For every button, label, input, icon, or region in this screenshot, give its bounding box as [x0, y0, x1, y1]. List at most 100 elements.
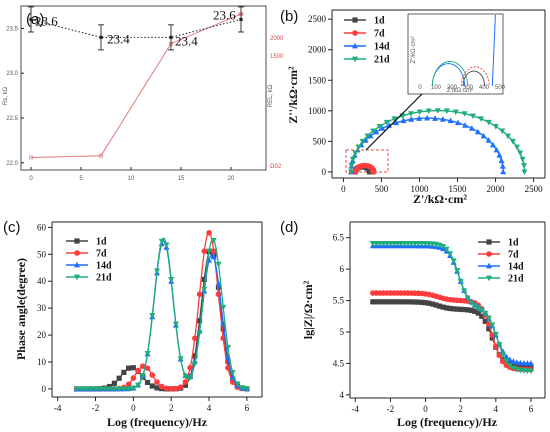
panel-c-21d-marker-triangle-down: [116, 386, 123, 393]
panel-c: (c) Log (frequency)/Hz Phase angle(degre…: [3, 219, 263, 429]
panel-b-21d-marker-triangle-down: [520, 163, 527, 169]
panel-c-1d-marker-square: [116, 375, 122, 381]
panel-c-21d-marker-triangle-down: [172, 321, 179, 328]
panel-b-x-ticks: 0 500 1000 1500 2000 2500: [341, 178, 543, 194]
panel-b-21d-marker-triangle-down: [416, 109, 423, 116]
panel-d-legend-marker-circle: [486, 251, 492, 257]
panel-c-1d-marker-square: [225, 358, 231, 364]
panel-c-1d-marker-square: [130, 365, 136, 371]
panel-d-1d-marker-square: [426, 300, 432, 306]
panel-d-x-tick-label: -4: [352, 404, 360, 414]
panel-b-inset-curve-1d: [462, 70, 486, 86]
panel-b-21d-marker-triangle-down: [434, 108, 441, 114]
panel-a-y-tick-label: 23.5: [6, 26, 18, 32]
panel-d-1d-marker-square: [444, 305, 450, 311]
panel-c-21d-marker-triangle-down: [163, 242, 170, 248]
panel-c-1d-marker-square: [220, 326, 226, 332]
panel-b-21d-marker-triangle-down: [364, 133, 371, 140]
panel-d-legend-marker-square: [486, 239, 492, 245]
panel-c-21d-marker-triangle-down: [120, 386, 127, 393]
panel-c-21d-marker-triangle-down: [196, 330, 203, 336]
panel-b-14d-marker-triangle: [500, 168, 507, 175]
panel-d-y-tick-label: 4.5: [333, 358, 345, 368]
panel-c-21d-marker-triangle-down: [220, 304, 227, 311]
panel-d-7d-marker-circle: [493, 343, 499, 350]
panel-b-tag: (b): [280, 8, 298, 25]
panel-b-14d-marker-triangle: [367, 132, 374, 139]
panel-d-legend-marker-triangle-down: [486, 275, 492, 282]
panel-d-y-ticks: 4 4.5 5 5.5 6 6.5: [333, 233, 350, 400]
panel-c-tag: (c): [3, 219, 21, 236]
panel-b-14d-marker-triangle: [474, 128, 481, 135]
panel-d-21d-marker-triangle-down: [471, 303, 478, 310]
panel-d-x-tick-label: -2: [387, 404, 395, 414]
panel-c-7d-marker-circle: [187, 364, 193, 371]
panel-c-x-tick-label: 4: [207, 403, 212, 413]
panel-d-x-tick-label: 6: [529, 404, 534, 414]
panel-d-y-tick-label: 5.5: [333, 296, 345, 306]
panel-c-y-tick-label: 0: [42, 384, 47, 394]
panel-b-inset: Z''/kΩ·cm² Z'/kΩ·cm² 0 100 200 300 400 500: [407, 13, 506, 95]
panel-b-x-tick-label: 0: [341, 184, 346, 194]
panel-a-x-tick-label: 5: [79, 176, 83, 182]
panel-c-1d-marker-square: [192, 353, 198, 359]
panel-b-21d-marker-triangle-down: [521, 169, 528, 176]
panel-c-14d-marker-triangle: [215, 280, 222, 286]
panel-d-21d-marker-triangle-down: [468, 300, 475, 307]
panel-a-black-line: [30, 18, 242, 38]
panel-c-1d-marker-square: [182, 382, 188, 388]
panel-d-21d-marker-triangle-down: [527, 368, 534, 375]
panel-c-21d-marker-triangle-down: [87, 386, 94, 393]
panel-d-14d-marker-triangle: [527, 360, 534, 366]
panel-b-21d-marker-triangle-down: [470, 113, 477, 120]
panel-b-14d-marker-triangle: [379, 125, 386, 131]
panel-d-21d-marker-triangle-down: [489, 322, 496, 329]
panel-d-y-tick-label: 6.5: [333, 233, 345, 243]
panel-d-21d-marker-triangle-down: [447, 251, 454, 257]
panel-c-21d-marker-triangle-down: [92, 386, 99, 393]
panel-c-7d-marker-circle: [201, 248, 208, 254]
panel-c-7d-marker-circle: [158, 383, 165, 390]
panel-c-legend-marker-circle: [74, 250, 80, 256]
panel-b-21d-marker-triangle-down: [492, 123, 499, 130]
panel-d-1d-marker-square: [401, 299, 408, 305]
panel-b-21d-marker-triangle-down: [478, 116, 485, 123]
panel-c-21d-marker-triangle-down: [111, 386, 118, 393]
panel-d-1d-marker-square: [521, 363, 527, 370]
panel-d-x-ticks: -4 -2 0 2 4 6: [352, 398, 534, 414]
panel-d-x-tick-label: 4: [494, 404, 499, 414]
panel-d-21d-marker-triangle-down: [492, 331, 499, 338]
panel-a-annotations: 23.6 23.4 23.4 23.6: [35, 7, 236, 48]
panel-c-14d-marker-triangle: [210, 253, 217, 260]
panel-b-y-ticks: 0 500 1000 1500 2000 2500: [308, 14, 332, 177]
panel-c-y-ticks: 0 10 20 30 40 50 60: [37, 222, 52, 394]
panel-c-legend-label: 21d: [96, 273, 112, 284]
panel-c-x-tick-label: 6: [245, 403, 250, 413]
panel-d-1d-marker-square: [412, 299, 418, 305]
panel-c-21d-marker-triangle-down: [139, 373, 146, 379]
panel-d-21d-marker-triangle-down: [482, 310, 489, 317]
panel-c-ylabel: Phase angle(degree): [14, 258, 28, 360]
panel-b-inset-tail: [491, 14, 496, 87]
panel-c-series: [73, 229, 250, 393]
panel-d-1d-marker-square: [380, 299, 386, 305]
panel-d-1d-marker-square: [489, 335, 495, 341]
panel-c-1d-marker-square: [149, 383, 155, 389]
panel-b-21d-marker-triangle-down: [452, 109, 459, 116]
panel-c-x-tick-label: -4: [54, 403, 62, 413]
panel-d-1d-marker-square: [454, 306, 460, 312]
panel-c-y-tick-label: 50: [37, 249, 47, 259]
panel-c-7d-marker-circle: [173, 385, 179, 392]
panel-c-21d-marker-triangle-down: [154, 268, 160, 275]
panel-c-legend-marker-triangle-down: [74, 274, 80, 281]
panel-b-inset-curve-21d: [431, 61, 469, 87]
panel-c-21d-marker-triangle-down: [144, 350, 151, 357]
panel-b-14d-marker-triangle: [462, 122, 469, 128]
panel-a-right-ticks: 2000 1500 Ω02: [270, 36, 284, 170]
panel-b-14d-marker-triangle: [480, 132, 487, 139]
panel-d-1d-marker-square: [415, 299, 422, 305]
panel-d: (d) Log (frequency)/Hz lg|Z|/Ω·cm² -4 -2 0…: [280, 219, 546, 429]
panel-a-x-tick-label: 15: [178, 176, 185, 182]
